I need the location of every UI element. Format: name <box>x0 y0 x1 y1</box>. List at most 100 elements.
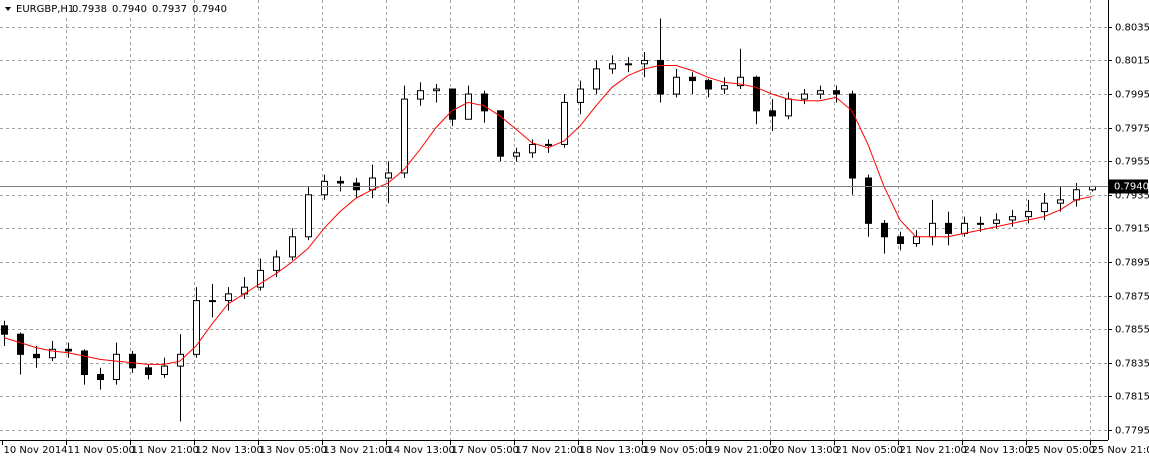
candle-body <box>561 101 568 145</box>
candle-body <box>961 222 968 234</box>
y-tick-label: 0.7795 <box>1115 426 1149 437</box>
candle-body <box>657 59 664 95</box>
y-tick-label: 0.7815 <box>1115 392 1149 403</box>
candle-body <box>849 93 856 179</box>
y-tick-label: 0.7835 <box>1115 359 1149 370</box>
candle-body <box>209 300 216 303</box>
moving-average <box>3 65 1093 365</box>
candle-body <box>193 300 200 355</box>
x-tick-label: 24 Nov 13:00 <box>964 445 1031 456</box>
candle-body <box>497 110 504 157</box>
x-tick-label: 21 Nov 21:00 <box>900 445 967 456</box>
y-tick-label: 0.7895 <box>1115 258 1149 269</box>
candle-body <box>257 269 264 288</box>
candle-body <box>465 93 472 120</box>
x-tick-label: 13 Nov 21:00 <box>324 445 391 456</box>
candle-body <box>161 365 168 376</box>
candle-body <box>577 88 584 103</box>
x-tick-label: 19 Nov 21:00 <box>708 445 775 456</box>
candle-body <box>1057 199 1064 204</box>
candle-body <box>881 222 888 238</box>
candle-body <box>897 236 904 245</box>
candle-body <box>81 350 88 376</box>
candle-body <box>721 85 728 90</box>
y-tick-label: 0.8015 <box>1115 56 1149 67</box>
header-quote: 0.7940 <box>192 4 227 15</box>
symbol: EURGBP,H1 <box>16 4 74 15</box>
candle-body <box>385 172 392 179</box>
candle-body <box>529 143 536 154</box>
x-tick-label: 18 Nov 13:00 <box>580 445 647 456</box>
candle-body <box>273 256 280 271</box>
candle-body <box>913 236 920 245</box>
candle-body <box>513 152 520 157</box>
candle-body <box>417 90 424 100</box>
x-tick-label: 25 Nov 05:00 <box>1028 445 1095 456</box>
candle-body <box>481 93 488 112</box>
candle-body <box>945 222 952 234</box>
x-tick-label: 11 Nov 05:00 <box>68 445 135 456</box>
candle-body <box>1025 211 1032 218</box>
candle-body <box>977 222 984 225</box>
candle-body <box>129 353 136 369</box>
candle-body <box>1073 189 1080 201</box>
grid <box>0 0 1108 440</box>
candle-body <box>609 63 616 70</box>
header-quote: 0.7937 <box>152 4 187 15</box>
last-price-label: 0.7940 <box>1114 182 1149 193</box>
marks <box>1 18 1096 422</box>
y-tick-label: 0.8035 <box>1115 23 1149 34</box>
x-tick-label: 20 Nov 13:00 <box>772 445 839 456</box>
candle-body <box>625 63 632 66</box>
candle-body <box>545 143 552 146</box>
x-tick-label: 25 Nov 21:00 <box>1092 445 1149 456</box>
candle-body <box>449 88 456 120</box>
candle-body <box>433 88 440 92</box>
candle-body <box>289 236 296 258</box>
y-tick-label: 0.7975 <box>1115 124 1149 135</box>
x-tick-label: 10 Nov 2014 <box>4 445 68 456</box>
candle-body <box>929 222 936 238</box>
y-tick-label: 0.7995 <box>1115 90 1149 101</box>
header-quote: 0.7938 <box>72 4 107 15</box>
candle-body <box>769 110 776 117</box>
x-tick-label: 17 Nov 05:00 <box>452 445 519 456</box>
y-tick-label: 0.7915 <box>1115 224 1149 235</box>
candle-body <box>993 219 1000 224</box>
header-icon[interactable] <box>5 7 11 11</box>
last-price-box <box>1109 179 1148 194</box>
candle-body <box>801 93 808 100</box>
candle-body <box>97 374 104 381</box>
candle-body <box>673 76 680 95</box>
candle-body <box>1 325 8 335</box>
candle-body <box>785 98 792 117</box>
candle-body <box>833 90 840 95</box>
y-tick-label: 0.7855 <box>1115 325 1149 336</box>
candle-body <box>241 286 248 295</box>
candle-body <box>737 76 744 87</box>
candle-body <box>753 76 760 112</box>
candle-body <box>1041 202 1048 213</box>
candle-body <box>865 177 872 224</box>
candle-body <box>145 367 152 376</box>
candle-body <box>33 353 40 359</box>
y-tick-label: 0.7955 <box>1115 157 1149 168</box>
x-tick-label: 19 Nov 05:00 <box>644 445 711 456</box>
candle-body <box>321 180 328 196</box>
candle-body <box>225 293 232 302</box>
candle-body <box>593 68 600 90</box>
x-tick-label: 14 Nov 13:00 <box>388 445 455 456</box>
candle-body <box>17 333 24 355</box>
x-tick-label: 13 Nov 05:00 <box>260 445 327 456</box>
header-bg <box>0 0 175 16</box>
candle-body <box>641 59 648 65</box>
candle-body <box>1009 216 1016 221</box>
candle-body <box>49 348 56 359</box>
candle-body <box>369 177 376 191</box>
y-tick-label: 0.7935 <box>1115 191 1149 202</box>
header-quote: 0.7940 <box>112 4 147 15</box>
x-tick-label: 11 Nov 21:00 <box>132 445 199 456</box>
x-tick-label: 21 Nov 05:00 <box>836 445 903 456</box>
